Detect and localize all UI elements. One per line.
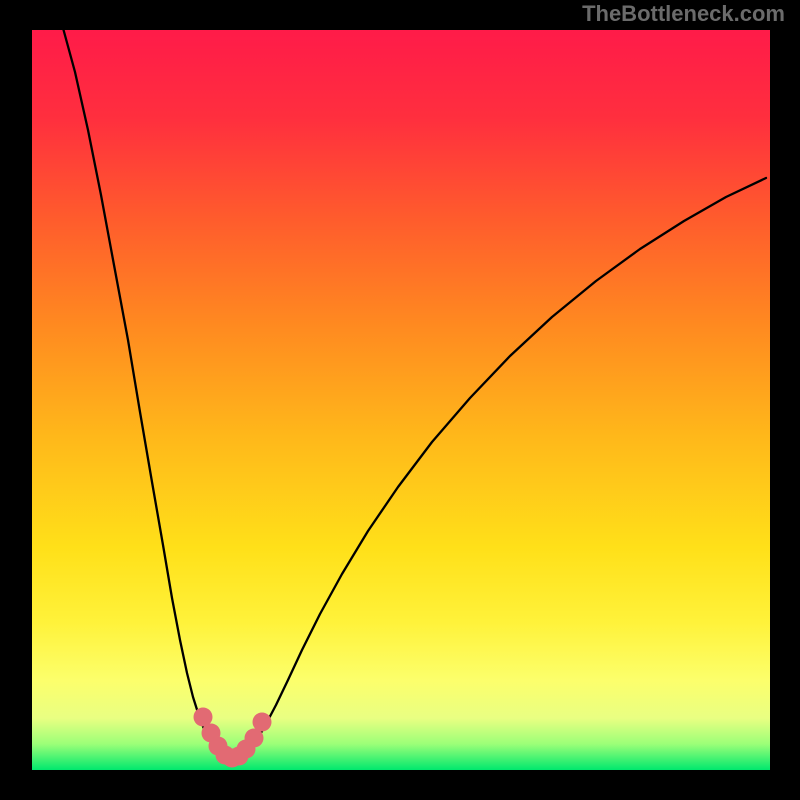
gradient-plot-area — [32, 30, 770, 770]
bottleneck-chart: TheBottleneck.com — [0, 0, 800, 800]
optimal-marker — [253, 713, 272, 732]
watermark-text: TheBottleneck.com — [582, 1, 785, 26]
